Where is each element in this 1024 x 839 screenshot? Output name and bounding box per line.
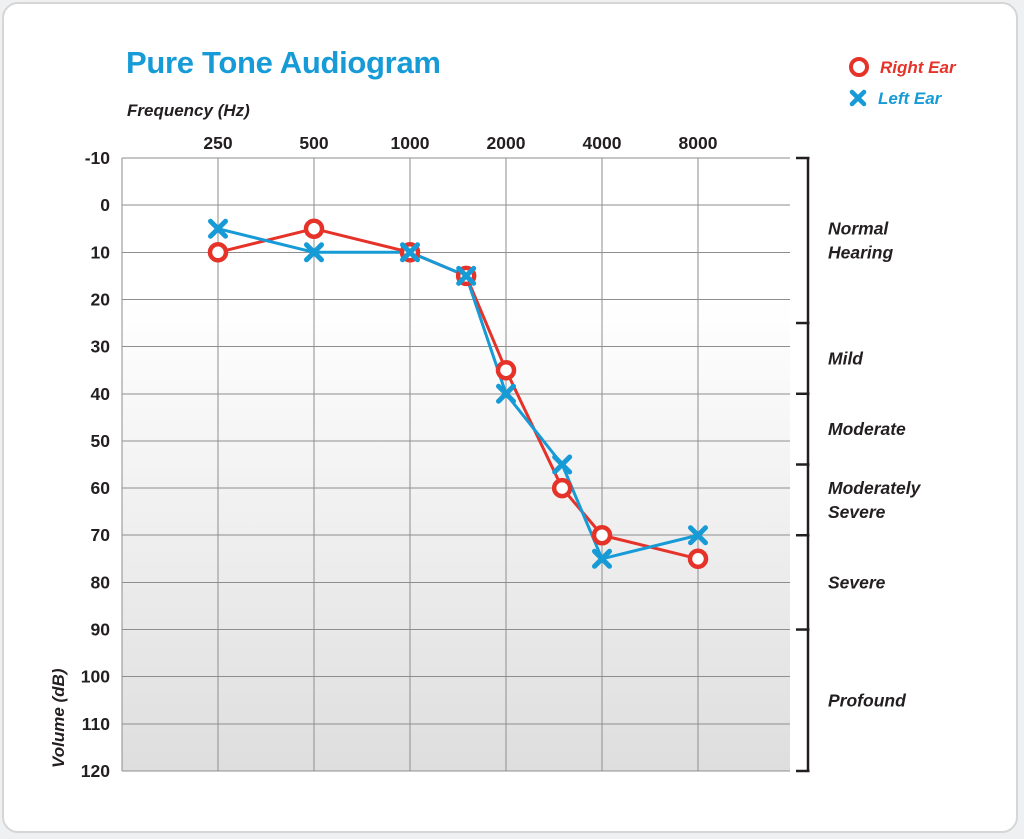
legend-item-right-ear: Right Ear <box>849 56 956 78</box>
y-tick-label-40: 40 <box>91 384 111 404</box>
left-ear-marker-250 <box>208 218 228 239</box>
right-ear-marker-500 <box>303 218 325 239</box>
right-ear-marker-8000 <box>687 548 709 570</box>
right-ear-marker-1000 <box>399 242 421 263</box>
y-tick-label-50: 50 <box>91 431 111 451</box>
severity-label-normal-hearing-line2: Hearing <box>828 243 893 263</box>
y-tick-label-70: 70 <box>91 525 111 545</box>
y-tick-label-30: 30 <box>91 337 111 357</box>
right-ear-marker-1500 <box>455 265 477 287</box>
right-ear-marker-4000 <box>591 524 613 546</box>
legend-item-left-ear: Left Ear <box>849 87 956 109</box>
page-title: Pure Tone Audiogram <box>126 45 441 80</box>
left-ear-marker-1500 <box>456 265 477 286</box>
y-tick-label-110: 110 <box>82 714 110 734</box>
y-tick-label-90: 90 <box>91 620 111 640</box>
left-ear-marker-1000 <box>400 242 420 263</box>
x-tick-label-4000: 4000 <box>583 133 622 153</box>
left-ear-marker-3000 <box>552 454 573 475</box>
y-tick-label-100: 100 <box>81 667 110 687</box>
right-ear-circle-icon <box>849 57 869 77</box>
severity-label-normal-hearing-line1: Normal <box>828 219 889 239</box>
x-tick-label-1000: 1000 <box>391 133 430 153</box>
x-axis-title: Frequency (Hz) <box>127 101 250 120</box>
left-ear-marker-500 <box>304 242 324 263</box>
right-ear-marker-250 <box>207 242 229 263</box>
y-tick-label-80: 80 <box>91 572 111 592</box>
severity-label-moderately-severe-line2: Severe <box>828 502 886 522</box>
chart-legend: Right Ear Left Ear <box>849 56 956 109</box>
left-ear-marker-4000 <box>592 548 612 569</box>
y-tick-label-120: 120 <box>81 761 110 781</box>
right-ear-line <box>216 227 700 561</box>
y-axis-title: Volume (dB) <box>49 668 68 768</box>
severity-label-severe: Severe <box>828 572 886 592</box>
x-tick-label-8000: 8000 <box>679 133 718 153</box>
right-ear-marker-2000 <box>495 359 517 381</box>
legend-right-ear-label: Right Ear <box>880 57 956 77</box>
y-tick-label-10: 10 <box>91 242 111 262</box>
severity-label-profound: Profound <box>828 690 906 710</box>
left-ear-x-icon <box>849 89 867 107</box>
y-tick-label-0: 0 <box>100 195 110 215</box>
y-tick-label-60: 60 <box>91 478 111 498</box>
left-ear-line <box>216 227 700 561</box>
plot-shading <box>122 299 790 771</box>
severity-label-moderately-severe-line1: Moderately <box>828 478 922 498</box>
right-ear-marker-3000 <box>551 477 573 499</box>
x-tick-label-2000: 2000 <box>487 133 526 153</box>
legend-left-ear-label: Left Ear <box>878 88 942 108</box>
severity-label-mild: Mild <box>828 348 863 368</box>
x-tick-label-250: 250 <box>203 133 232 153</box>
severity-label-moderate: Moderate <box>828 419 906 439</box>
y-tick-label--10: -10 <box>85 148 111 168</box>
left-ear-marker-2000 <box>496 383 516 404</box>
y-tick-label-20: 20 <box>91 289 111 309</box>
left-ear-marker-8000 <box>688 525 708 546</box>
x-tick-label-500: 500 <box>299 133 328 153</box>
